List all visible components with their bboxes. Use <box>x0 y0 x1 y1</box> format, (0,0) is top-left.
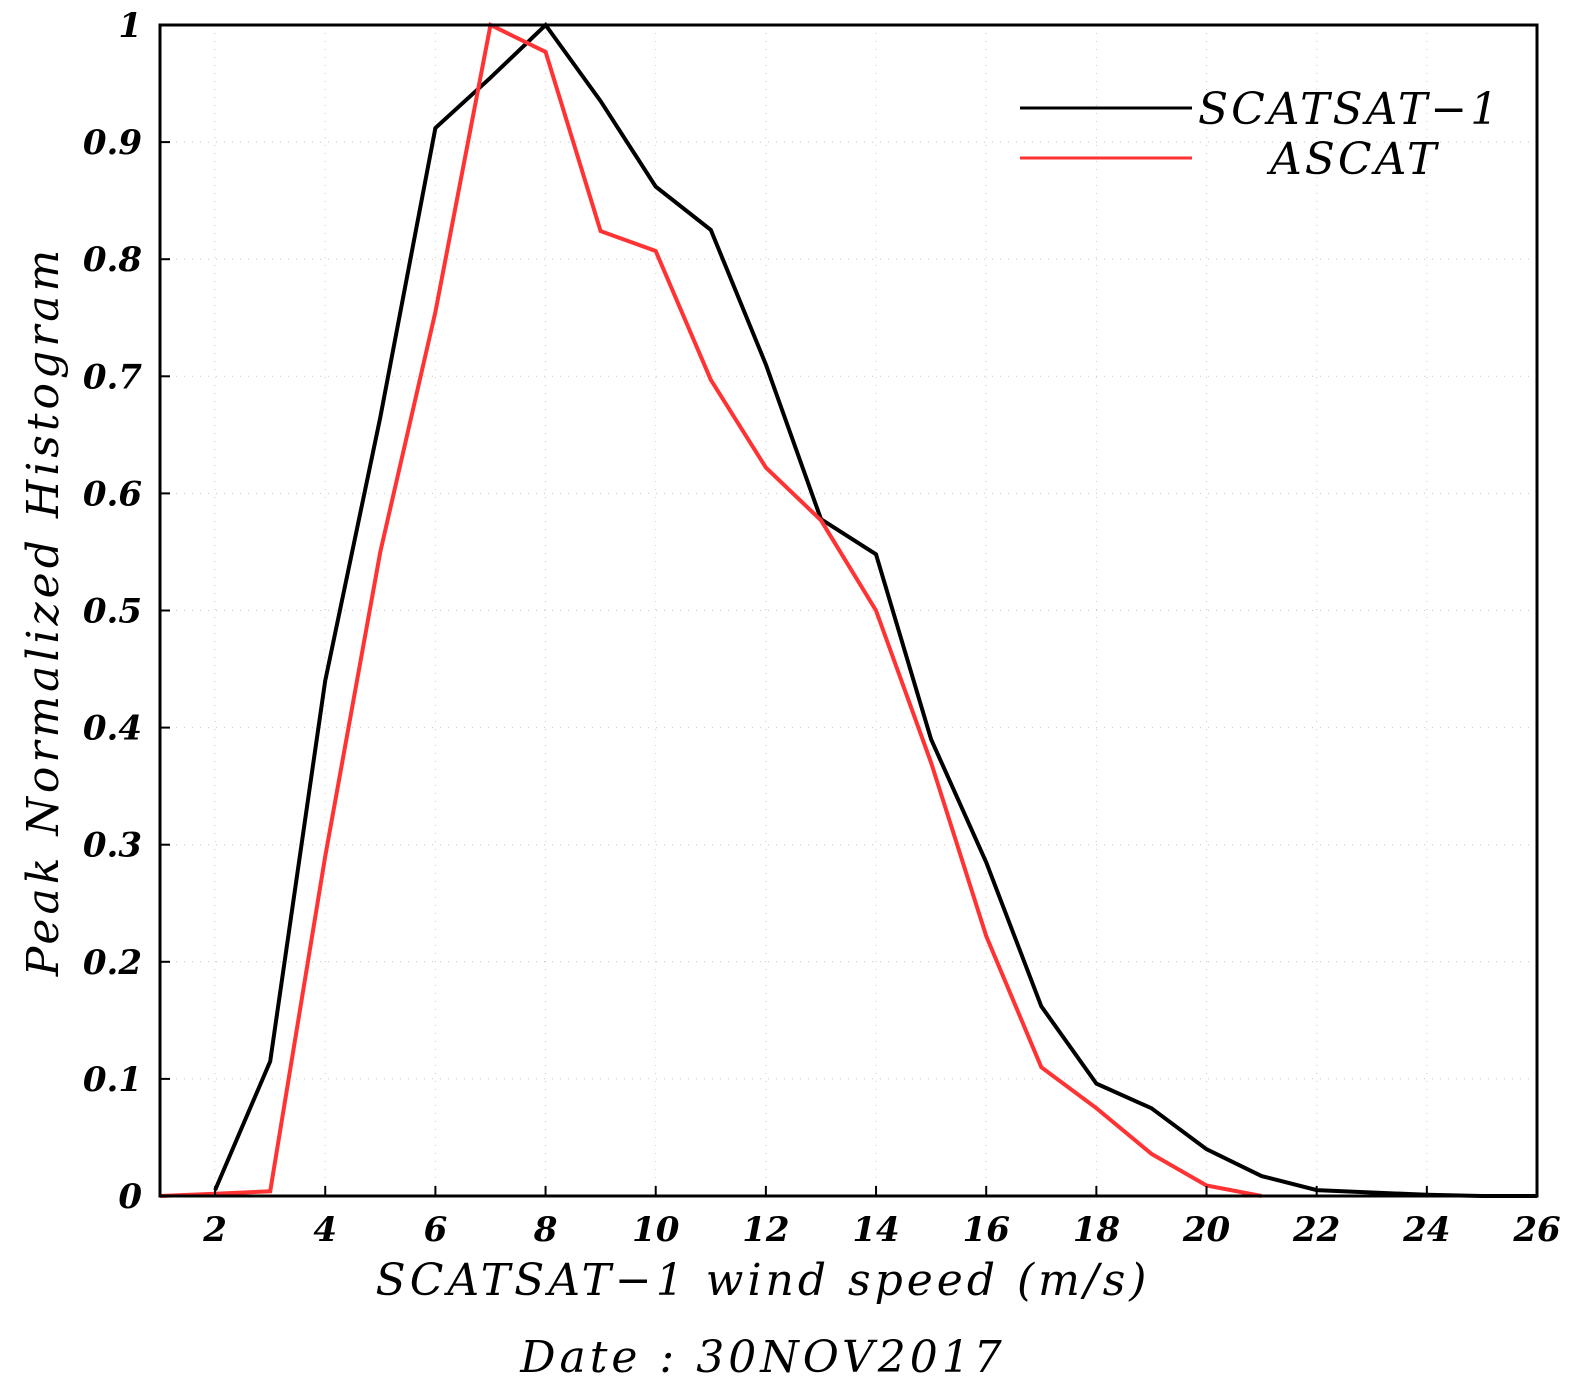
y-tick-label: 0.4 <box>83 709 142 749</box>
y-tick-label: 0.7 <box>83 357 142 397</box>
date-footer: Date : 30NOV2017 <box>519 1332 1006 1383</box>
y-tick-label: 0.8 <box>83 240 142 280</box>
x-tick-label: 26 <box>1512 1210 1560 1250</box>
x-tick-label: 2 <box>202 1210 227 1250</box>
y-tick-label: 0.2 <box>83 943 142 983</box>
x-tick-label: 4 <box>313 1210 337 1250</box>
x-tick-label: 18 <box>1073 1210 1120 1250</box>
y-tick-label: 0.9 <box>83 123 142 163</box>
x-tick-label: 20 <box>1182 1210 1231 1250</box>
x-tick-label: 24 <box>1402 1210 1450 1250</box>
y-tick-label: 0.6 <box>83 474 142 514</box>
x-tick-label: 16 <box>963 1210 1010 1250</box>
grid <box>160 24 1538 1197</box>
x-tick-label: 12 <box>742 1210 789 1250</box>
y-tick-label: 0.1 <box>83 1060 142 1100</box>
y-tick-label: 0 <box>118 1177 142 1217</box>
y-axis-title: Peak Normalized Histogram <box>18 246 69 977</box>
y-tick-label: 0.5 <box>83 592 142 632</box>
x-tick-label: 6 <box>424 1210 448 1250</box>
axis-ticks: 2 4 6 8 10 12 14 16 18 20 22 24 2600.10.20.30.40.50.… <box>83 6 1561 1250</box>
y-tick-label: 0.3 <box>83 826 142 866</box>
x-axis-title: SCATSAT−1 wind speed (m/s) <box>376 1255 1151 1306</box>
legend-label-scatsat-1: SCATSAT−1 <box>1198 84 1501 135</box>
y-tick-label: 1 <box>118 6 142 46</box>
x-tick-label: 10 <box>632 1210 680 1250</box>
series-line-ascat <box>159 22 1262 1198</box>
legend-label-ascat: ASCAT <box>1266 134 1440 185</box>
x-tick-label: 14 <box>852 1210 899 1250</box>
x-tick-label: 22 <box>1292 1210 1340 1250</box>
x-tick-label: 8 <box>533 1210 558 1250</box>
